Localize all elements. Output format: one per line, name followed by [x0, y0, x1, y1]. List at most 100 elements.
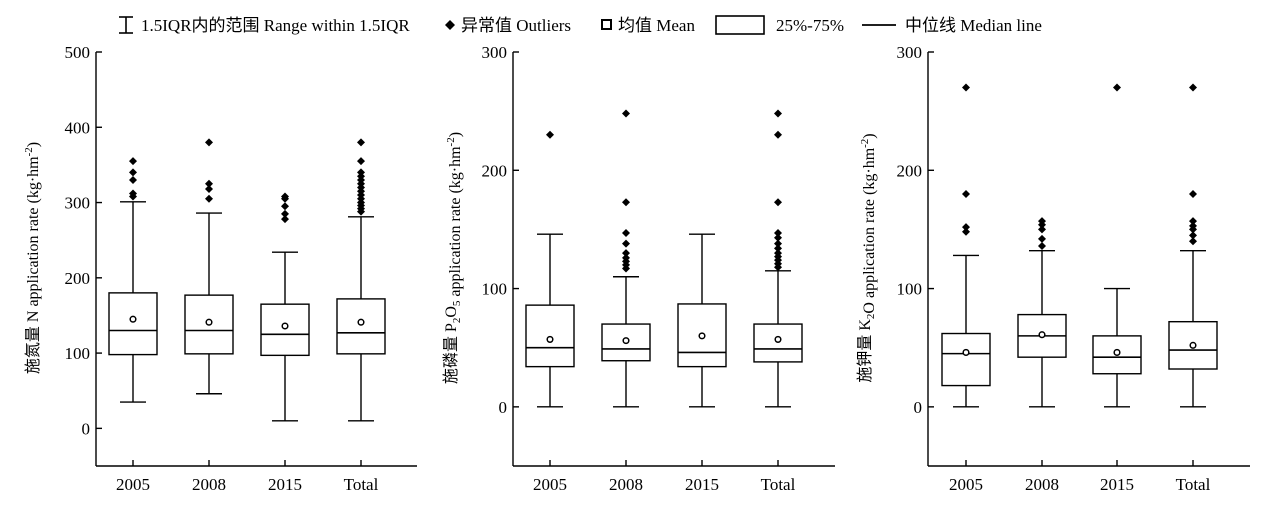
legend-box-icon — [715, 15, 765, 35]
x-tick-label: 2005 — [949, 475, 983, 494]
outlier-point — [774, 239, 782, 248]
outlier-point — [774, 233, 782, 242]
outlier-point — [1038, 217, 1046, 226]
box-2015 — [677, 233, 727, 408]
outlier-point — [357, 138, 365, 147]
iqr-box — [260, 303, 310, 357]
outlier-point — [546, 130, 554, 139]
box-2005 — [941, 83, 991, 408]
x-tick-label: 2008 — [1025, 475, 1059, 494]
outlier-point — [129, 168, 137, 177]
outlier-point — [129, 175, 137, 184]
x-tick-label: Total — [344, 475, 379, 494]
outlier-point — [281, 209, 289, 218]
outlier-point — [962, 223, 970, 232]
outlier-point — [774, 198, 782, 207]
mean-marker — [698, 332, 706, 340]
outlier-point — [1189, 83, 1197, 92]
iqr-box — [108, 292, 158, 356]
x-tick-label: 2008 — [609, 475, 643, 494]
box-2015 — [1092, 83, 1142, 408]
panel-2: 0 100 200 300 2005 2008 2015 Total 施磷量 P2O5 appl… — [442, 44, 835, 494]
y-tick-label: 300 — [65, 194, 91, 213]
charts-area: 0 100 200 300 400 500 2005 2008 2015 Total 施氮量 N a… — [0, 44, 1277, 505]
y-tick-label: 100 — [482, 280, 508, 299]
box-Total — [753, 109, 803, 408]
outlier-point — [622, 109, 630, 118]
y-axis-label: 施磷量 P2O5 application rate (kg·hm-2) — [442, 132, 464, 384]
mean-marker — [1113, 348, 1121, 356]
outlier-point — [281, 202, 289, 211]
boxplot-panels: 0 100 200 300 400 500 2005 2008 2015 Total 施氮量 N a… — [23, 44, 1250, 494]
outlier-point — [205, 179, 213, 188]
x-tick-label: 2005 — [533, 475, 567, 494]
outlier-point — [962, 189, 970, 198]
y-tick-label: 0 — [914, 398, 923, 417]
outlier-point — [622, 253, 630, 262]
x-tick-label: Total — [761, 475, 796, 494]
outlier-point — [1113, 83, 1121, 92]
box-2005 — [108, 157, 158, 403]
x-tick-label: 2015 — [268, 475, 302, 494]
outlier-point — [774, 109, 782, 118]
outlier-point — [281, 215, 289, 224]
outlier-point — [205, 184, 213, 193]
x-tick-label: 2015 — [1100, 475, 1134, 494]
outlier-point — [357, 157, 365, 166]
legend-svg: 1.5IQR内的范围 Range within 1.5IQR 异常值 Outli… — [119, 15, 1042, 35]
legend-median-label: 中位线 Median line — [905, 16, 1042, 35]
y-tick-label: 200 — [482, 161, 508, 180]
box-2008 — [184, 138, 234, 395]
outlier-point — [774, 228, 782, 237]
outlier-point — [357, 168, 365, 177]
legend-range-label: 1.5IQR内的范围 Range within 1.5IQR — [141, 16, 410, 35]
outlier-point — [774, 249, 782, 258]
outlier-point — [622, 239, 630, 248]
mean-marker — [774, 335, 782, 343]
x-tick-label: Total — [1176, 475, 1211, 494]
legend: 1.5IQR内的范围 Range within 1.5IQR 异常值 Outli… — [0, 0, 1277, 44]
y-tick-label: 400 — [65, 118, 91, 137]
panel-1: 0 100 200 300 400 500 2005 2008 2015 Total 施氮量 N a… — [23, 44, 417, 494]
box-2008 — [601, 109, 651, 408]
y-tick-label: 200 — [897, 161, 923, 180]
y-tick-label: 0 — [82, 419, 91, 438]
outlier-point — [1038, 234, 1046, 243]
x-tick-label: 2005 — [116, 475, 150, 494]
box-2015 — [260, 192, 310, 422]
outlier-point — [1038, 225, 1046, 234]
outlier-point — [774, 244, 782, 253]
legend-box-label: 25%-75% — [776, 16, 844, 35]
box-2008 — [1017, 217, 1067, 408]
y-tick-label: 100 — [65, 344, 91, 363]
outlier-point — [205, 194, 213, 203]
outlier-point — [1189, 237, 1197, 246]
x-tick-label: 2015 — [685, 475, 719, 494]
outlier-point — [1189, 217, 1197, 226]
mean-marker — [357, 318, 365, 326]
legend-range-icon — [119, 16, 133, 34]
outlier-point — [1189, 231, 1197, 240]
legend-mean-label: 均值 Mean — [618, 16, 695, 35]
box-Total — [336, 138, 386, 422]
y-tick-label: 0 — [499, 398, 508, 417]
mean-marker — [281, 322, 289, 330]
outlier-point — [1189, 189, 1197, 198]
outlier-point — [962, 227, 970, 236]
outlier-point — [281, 192, 289, 201]
outlier-point — [962, 83, 970, 92]
outlier-point — [1038, 241, 1046, 250]
mean-marker — [1189, 341, 1197, 349]
legend-outlier-icon — [445, 20, 455, 30]
iqr-box — [336, 298, 386, 355]
outlier-point — [622, 198, 630, 207]
mean-marker — [622, 337, 630, 345]
outlier-point — [622, 249, 630, 258]
y-tick-label: 200 — [65, 269, 91, 288]
y-axis-label: 施氮量 N application rate (kg·hm-2) — [23, 142, 42, 374]
y-tick-label: 300 — [897, 44, 923, 62]
outlier-point — [205, 138, 213, 147]
box-2005 — [525, 130, 575, 408]
panel-3: 0 100 200 300 2005 2008 2015 Total 施钾量 K2O appli… — [856, 44, 1250, 494]
outlier-point — [1189, 221, 1197, 230]
